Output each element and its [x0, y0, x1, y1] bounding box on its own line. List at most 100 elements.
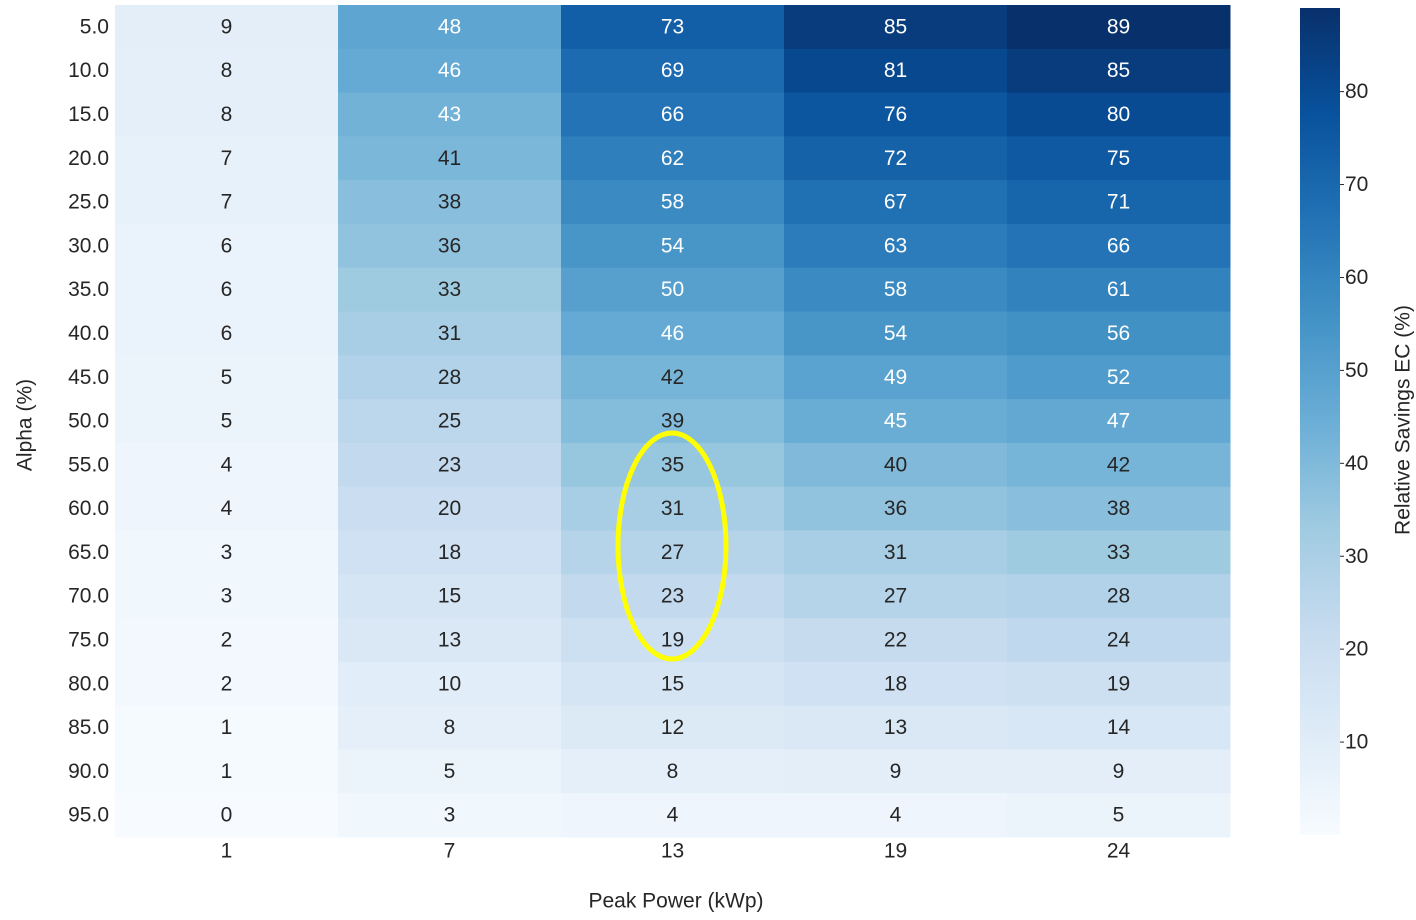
cell-label: 35	[661, 453, 684, 476]
heatmap-cell	[561, 705, 785, 750]
cell-label: 61	[1107, 278, 1130, 301]
heatmap-cell	[115, 180, 339, 225]
cell-label: 31	[438, 322, 461, 345]
heatmap-cell	[115, 311, 339, 356]
heatmap-cell	[561, 530, 785, 575]
heatmap-cell	[1007, 749, 1231, 794]
cell-label: 33	[438, 278, 461, 301]
cell-label: 69	[661, 59, 684, 82]
cell-label: 14	[1107, 716, 1131, 739]
heatmap-cell	[115, 749, 339, 794]
cell-label: 56	[1107, 322, 1130, 345]
y-tick-label: 30.0	[68, 234, 109, 257]
cell-label: 18	[884, 672, 907, 695]
cell-label: 1	[221, 760, 233, 783]
colorbar-tick-label: 20	[1345, 638, 1368, 661]
heatmap-cell	[1007, 5, 1231, 50]
heatmap-cell	[561, 311, 785, 356]
cell-label: 4	[890, 804, 902, 827]
cell-label: 27	[661, 541, 684, 564]
heatmap-cell	[115, 267, 339, 313]
cell-label: 5	[221, 366, 233, 389]
cell-label: 85	[1107, 59, 1130, 82]
cell-label: 9	[890, 760, 902, 783]
heatmap-cell	[115, 5, 339, 50]
cell-label: 15	[661, 672, 684, 695]
cell-label: 20	[438, 497, 461, 520]
cell-label: 41	[438, 147, 461, 170]
heatmap-cell	[1007, 92, 1231, 137]
heatmap-cell	[784, 136, 1008, 181]
cell-label: 5	[444, 760, 456, 783]
cell-label: 58	[884, 278, 907, 301]
heatmap-cell	[561, 355, 785, 400]
cell-label: 80	[1107, 103, 1130, 126]
colorbar-label: Relative Savings EC (%)	[1392, 305, 1415, 535]
heatmap-cell	[784, 793, 1008, 838]
heatmap-cell	[338, 530, 562, 575]
cell-label: 13	[438, 628, 461, 651]
heatmap-cell	[338, 793, 562, 838]
y-tick-label: 10.0	[68, 59, 109, 82]
cell-label: 18	[438, 541, 461, 564]
cell-label: 2	[221, 628, 233, 651]
heatmap-cell	[1007, 442, 1231, 488]
heatmap-cell	[561, 486, 785, 531]
cell-label: 12	[661, 716, 684, 739]
heatmap-cell	[561, 136, 785, 181]
heatmap-cell	[561, 442, 785, 488]
heatmap-cell	[561, 180, 785, 225]
cell-label: 10	[438, 672, 461, 695]
heatmap-cell	[561, 48, 785, 94]
heatmap-cell	[561, 618, 785, 663]
cell-label: 89	[1107, 15, 1130, 38]
heatmap-cell	[561, 661, 785, 707]
cell-label: 22	[884, 628, 907, 651]
cell-label: 81	[884, 59, 907, 82]
heatmap-cell	[338, 136, 562, 181]
cell-label: 50	[661, 278, 684, 301]
colorbar-tick-label: 50	[1345, 359, 1368, 382]
y-axis-label: Alpha (%)	[14, 379, 37, 471]
y-tick-label: 75.0	[68, 628, 109, 651]
x-tick-label: 7	[444, 840, 456, 863]
heatmap-cell	[1007, 180, 1231, 225]
heatmap-cell	[561, 749, 785, 794]
y-tick-label: 45.0	[68, 366, 109, 389]
heatmap-cell	[115, 793, 339, 838]
heatmap-cell	[784, 618, 1008, 663]
heatmap-cell	[784, 5, 1008, 50]
y-tick-label: 35.0	[68, 278, 109, 301]
y-tick-label: 80.0	[68, 672, 109, 695]
heatmap-cell	[115, 399, 339, 444]
heatmap-cell	[1007, 136, 1231, 181]
cell-label: 54	[661, 234, 685, 257]
heatmap: 9 48 73 85 898 46 69 81 858 43 66 76 807 41 62 72 757 38 5…	[115, 5, 1231, 838]
cell-label: 4	[667, 804, 679, 827]
heatmap-cell	[115, 92, 339, 137]
x-axis-label: Peak Power (kWp)	[588, 890, 763, 913]
heatmap-cell	[561, 574, 785, 619]
heatmap-cell	[1007, 530, 1231, 575]
heatmap-cell	[338, 442, 562, 488]
cell-label: 6	[221, 234, 233, 257]
cell-label: 36	[884, 497, 907, 520]
cell-label: 75	[1107, 147, 1130, 170]
heatmap-cell	[561, 793, 785, 838]
cell-label: 46	[438, 59, 461, 82]
y-tick-label: 65.0	[68, 541, 109, 564]
cell-label: 31	[661, 497, 684, 520]
cell-label: 33	[1107, 541, 1130, 564]
cell-label: 8	[444, 716, 456, 739]
cell-label: 36	[438, 234, 461, 257]
cell-label: 40	[884, 453, 907, 476]
colorbar	[1300, 8, 1340, 835]
cell-label: 67	[884, 191, 907, 214]
cell-label: 0	[221, 804, 233, 827]
y-tick-label: 70.0	[68, 585, 109, 608]
heatmap-cell	[338, 92, 562, 137]
cell-label: 7	[221, 191, 233, 214]
cell-label: 3	[221, 541, 233, 564]
cell-label: 5	[221, 410, 233, 433]
